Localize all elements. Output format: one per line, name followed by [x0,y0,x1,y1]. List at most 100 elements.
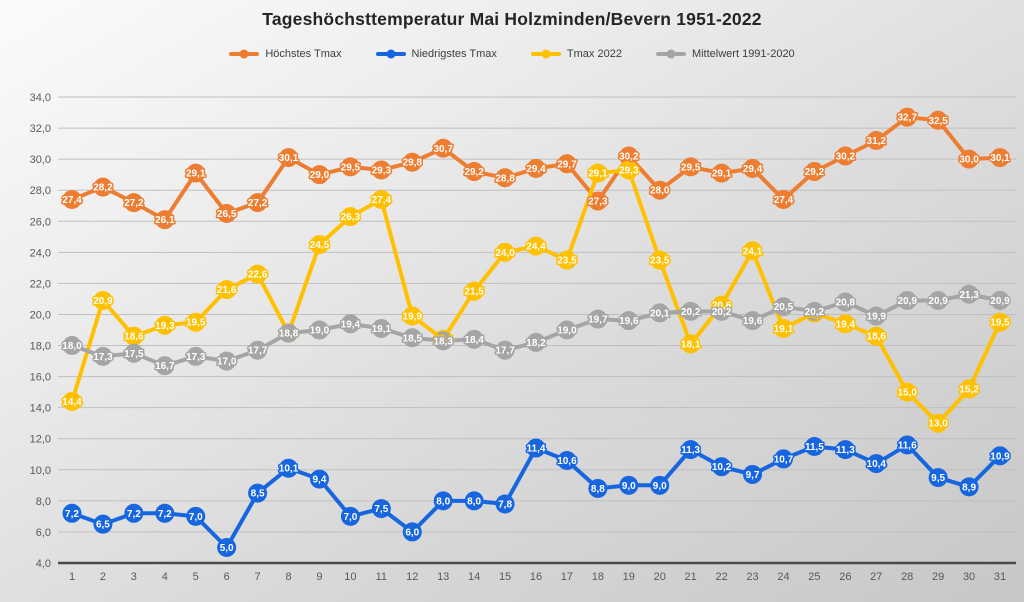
data-label: 29,7 [557,159,577,170]
data-label: 19,7 [588,315,608,326]
data-label: 8,8 [591,484,605,495]
data-label: 13,0 [928,419,948,430]
data-point-marker [124,326,144,346]
x-tick-label: 23 [746,571,758,583]
data-label: 19,9 [403,312,423,323]
data-point-marker [804,301,824,321]
data-point-marker [588,163,608,183]
data-label: 19,4 [341,319,361,330]
x-tick-label: 16 [530,571,542,583]
data-label: 26,1 [155,215,175,226]
data-label: 18,8 [279,329,299,340]
data-label: 19,5 [990,318,1010,329]
data-label: 19,3 [155,321,175,332]
x-tick-label: 11 [376,571,387,583]
data-point-marker [186,163,206,183]
data-label: 11,3 [681,445,700,456]
x-tick-label: 31 [994,571,1006,583]
data-label: 7,2 [158,509,172,520]
data-label: 22,6 [248,270,268,281]
data-label: 17,5 [124,349,144,360]
data-point-marker [681,334,701,354]
data-label: 27,4 [62,195,82,206]
x-tick-label: 25 [808,571,820,583]
data-label: 10,6 [557,456,577,467]
data-label: 20,9 [928,296,948,307]
data-point-marker [866,454,886,474]
data-label: 26,3 [341,212,361,223]
data-point-marker [402,152,422,172]
data-point-marker [402,328,422,348]
data-point-marker [62,503,82,523]
legend-label: Höchstes Tmax [265,48,342,60]
data-labels-niedrigstes-tmax: 7,2 6,5 7,2 7,2 7,0 5,0 8,5 10,1 9,4 7,0 7,5 6,0 8,0… [64,439,1012,556]
data-label: 18,1 [681,339,701,350]
data-label: 29,2 [805,167,825,178]
data-label: 10,2 [712,462,732,473]
data-label: 29,3 [372,166,392,177]
series-niedrigstes-tmax [62,435,1010,557]
y-tick-label: 28,0 [30,185,51,197]
data-label: 17,3 [186,352,206,363]
y-tick-label: 4,0 [36,558,51,570]
data-point-marker [93,514,113,534]
data-point-marker [155,315,175,335]
y-tick-label: 14,0 [30,403,51,415]
data-label: 6,0 [405,527,419,538]
data-label: 7,5 [374,504,388,515]
data-point-marker [897,290,917,310]
data-label: 18,5 [403,333,423,344]
data-point-marker [743,464,763,484]
x-tick-label: 20 [654,571,666,583]
data-point-marker [773,297,793,317]
data-label: 30,2 [836,152,856,163]
data-label: 7,2 [127,509,141,520]
x-tick-label: 29 [932,571,944,583]
legend-label: Niedrigstes Tmax [411,48,497,60]
data-point-marker [650,475,670,495]
data-label: 20,5 [774,302,794,313]
data-label: 11,5 [805,442,824,453]
data-label: 28,2 [93,183,113,194]
data-label: 27,2 [248,198,268,209]
data-point-marker [93,346,113,366]
data-point-marker [279,323,299,343]
data-point-marker [124,343,144,363]
data-label: 17,0 [217,357,237,368]
data-point-marker [155,503,175,523]
data-point-marker [743,241,763,261]
x-tick-label: 2 [100,571,106,583]
data-point-marker [402,522,422,542]
data-point-marker [990,148,1010,168]
data-label: 20,9 [93,296,113,307]
data-label: 18,3 [433,336,453,347]
data-label: 29,3 [619,166,639,177]
data-label: 17,7 [248,346,268,357]
data-point-marker [835,314,855,334]
data-point-marker [155,356,175,376]
data-label: 23,5 [650,256,670,267]
y-tick-label: 16,0 [30,372,51,384]
legend-item-mittelwert-1991-2020: Mittelwert 1991-2020 [655,48,795,60]
x-tick-label: 21 [685,571,697,583]
data-label: 24,5 [310,240,330,251]
data-label: 29,5 [341,162,361,173]
y-tick-label: 10,0 [30,465,51,477]
data-point-marker [526,438,546,458]
data-point-marker [588,478,608,498]
data-point-marker [279,458,299,478]
data-label: 18,4 [433,335,453,346]
data-label: 19,0 [557,326,577,337]
data-label: 20,2 [681,307,701,318]
data-label: 18,0 [62,341,82,352]
data-point-marker [619,160,639,180]
x-tick-label: 26 [839,571,851,583]
data-point-marker [526,236,546,256]
x-tick-label: 8 [285,571,291,583]
data-point-marker [248,193,268,213]
y-tick-label: 22,0 [30,278,51,290]
data-point-marker [433,138,453,158]
data-point-marker [804,162,824,182]
data-point-marker [835,440,855,460]
